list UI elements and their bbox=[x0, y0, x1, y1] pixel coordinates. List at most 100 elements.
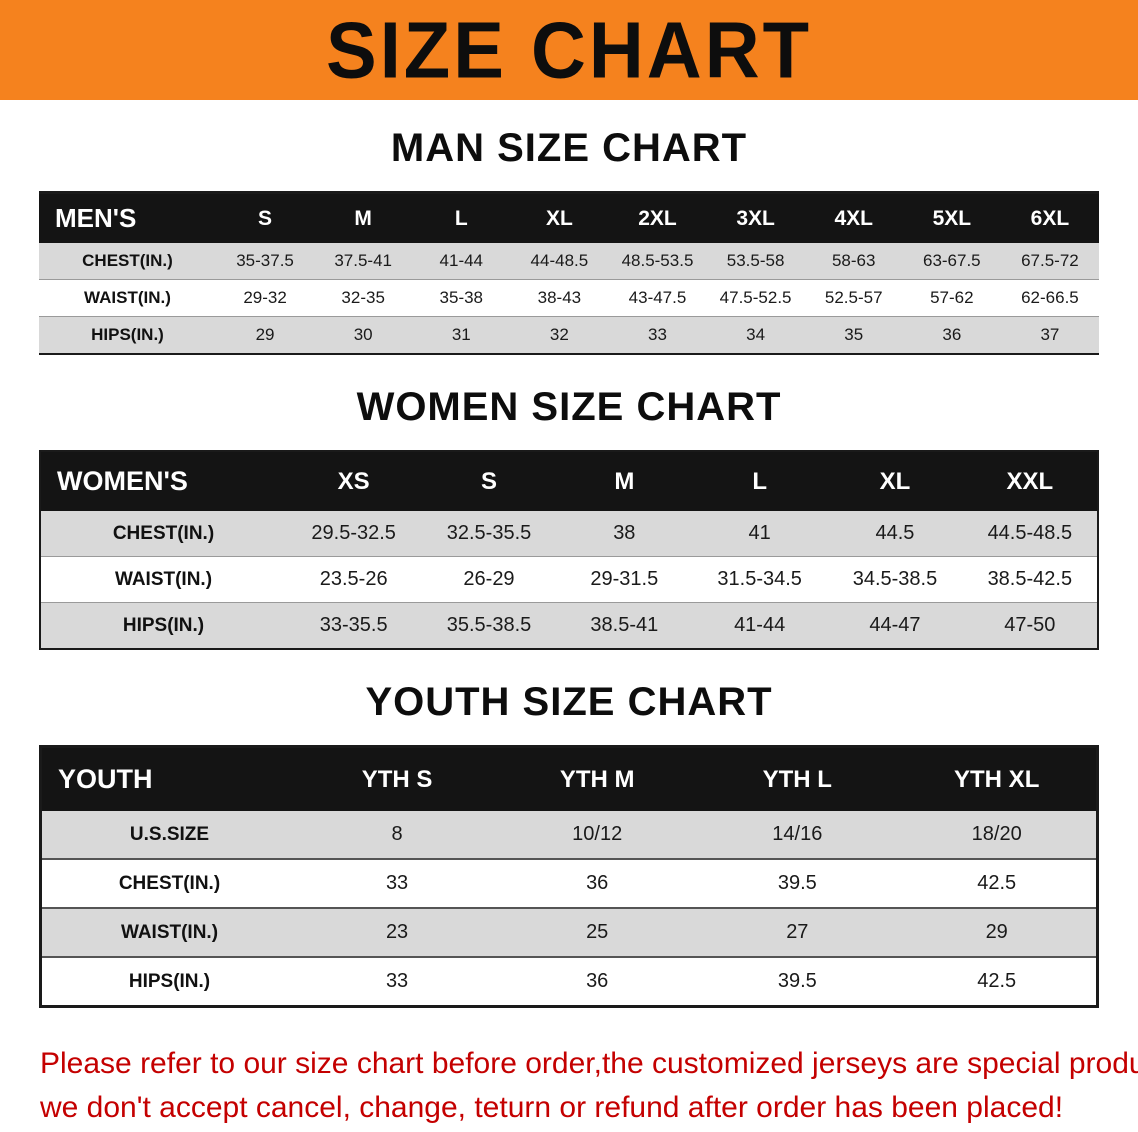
size-value-cell: 39.5 bbox=[777, 872, 817, 894]
size-column-header: YTH M bbox=[497, 746, 698, 811]
size-value-cell: 18/20 bbox=[971, 823, 1022, 845]
size-value-cell: 47-50 bbox=[1004, 614, 1056, 636]
size-value-cell: 36 bbox=[586, 970, 609, 992]
size-value-cell: 33 bbox=[648, 325, 667, 344]
header-row: WOMEN'S XS S M L XL XXL bbox=[40, 451, 1098, 511]
header-row: MEN'S S M L XL 2XL 3XL 4XL 5XL 6XL bbox=[39, 192, 1099, 243]
size-value-cell: 35-38 bbox=[439, 288, 484, 307]
size-value-cell: 31.5-34.5 bbox=[717, 568, 802, 590]
row-label: CHEST(IN.) bbox=[118, 872, 221, 894]
size-value-cell: 32-35 bbox=[341, 288, 385, 307]
size-column-header: S bbox=[216, 192, 315, 243]
size-value-cell: 25 bbox=[586, 921, 609, 943]
size-value-cell: 8 bbox=[391, 823, 403, 845]
size-value-cell: 23 bbox=[385, 921, 409, 943]
size-value-cell: 44-48.5 bbox=[530, 251, 589, 270]
size-value-cell: 37 bbox=[1040, 325, 1060, 344]
size-value-cell: 44.5-48.5 bbox=[987, 522, 1073, 544]
size-value-cell: 34.5-38.5 bbox=[852, 568, 938, 590]
row-label: U.S.SIZE bbox=[129, 823, 210, 845]
size-value-cell: 67.5-72 bbox=[1021, 251, 1079, 270]
row-label: HIPS(IN.) bbox=[91, 325, 164, 344]
size-value-cell: 47.5-52.5 bbox=[719, 288, 792, 307]
size-value-cell: 41 bbox=[748, 522, 771, 544]
size-value-cell: 30 bbox=[353, 325, 373, 344]
order-policy-note-line-2: we don't accept cancel, change, teturn o… bbox=[40, 1090, 1064, 1124]
size-value-cell: 41-44 bbox=[439, 251, 484, 270]
size-value-cell: 42.5 bbox=[977, 872, 1017, 894]
table-row: CHEST(IN.) 33 36 39.5 42.5 bbox=[40, 859, 1098, 908]
size-value-cell: 39.5 bbox=[777, 970, 817, 992]
size-value-cell: 31 bbox=[451, 325, 471, 344]
size-value-cell: 36 bbox=[586, 872, 609, 894]
size-value-cell: 37.5-41 bbox=[334, 251, 392, 270]
size-column-header: M bbox=[314, 192, 413, 243]
size-value-cell: 41-44 bbox=[734, 614, 786, 636]
size-column-header: L bbox=[412, 192, 511, 243]
table-row: WAIST(IN.) 23.5-26 26-29 29-31.5 31.5-34.5 34… bbox=[40, 556, 1098, 603]
size-value-cell: 42.5 bbox=[977, 970, 1017, 992]
size-value-cell: 29-32 bbox=[243, 288, 287, 307]
size-value-cell: 58-63 bbox=[831, 251, 876, 270]
size-value-cell: 10/12 bbox=[572, 823, 623, 845]
size-value-cell: 38-43 bbox=[537, 288, 582, 307]
table-row: WAIST(IN.) 23 25 27 29 bbox=[40, 908, 1098, 957]
size-value-cell: 23.5-26 bbox=[319, 568, 388, 590]
women-section-title: WOMEN SIZE CHART bbox=[356, 385, 782, 429]
size-value-cell: 53.5-58 bbox=[726, 251, 785, 270]
order-policy-note: Please refer to our size chart before or… bbox=[40, 1042, 1138, 1129]
womens-table-body: CHEST(IN.) 29.5-32.5 32.5-35.5 38 41 44.5 44.5… bbox=[40, 511, 1098, 649]
size-column-header: S bbox=[421, 451, 557, 511]
size-column-header: XS bbox=[286, 451, 422, 511]
size-value-cell: 27 bbox=[786, 921, 809, 943]
header-row: YOUTH YTH S YTH M YTH L YTH XL bbox=[40, 746, 1098, 811]
size-value-cell: 57-62 bbox=[930, 288, 974, 307]
size-value-cell: 33-35.5 bbox=[319, 614, 388, 636]
size-column-header: YTH L bbox=[697, 746, 898, 811]
row-label: CHEST(IN.) bbox=[82, 251, 173, 270]
size-column-header: 4XL bbox=[804, 192, 903, 243]
banner-title: SIZE CHART bbox=[326, 5, 812, 95]
size-value-cell: 36 bbox=[942, 325, 962, 344]
size-value-cell: 26-29 bbox=[463, 568, 515, 590]
size-value-cell: 35.5-38.5 bbox=[446, 614, 532, 636]
size-value-cell: 44.5 bbox=[875, 522, 915, 544]
size-column-header: L bbox=[691, 451, 828, 511]
order-policy-note-line-1: Please refer to our size chart before or… bbox=[40, 1047, 1138, 1080]
size-value-cell: 38.5-42.5 bbox=[987, 568, 1073, 590]
table-row: CHEST(IN.) 35-37.5 37.5-41 41-44 44-48.5 48.5… bbox=[39, 243, 1099, 280]
size-column-header: XL bbox=[827, 451, 963, 511]
row-label: HIPS(IN.) bbox=[128, 970, 211, 992]
size-column-header: YTH XL bbox=[897, 746, 1098, 811]
size-value-cell: 63-67.5 bbox=[922, 251, 981, 270]
size-column-header: M bbox=[556, 451, 692, 511]
size-value-cell: 48.5-53.5 bbox=[621, 251, 694, 270]
womens-table-header: WOMEN'S XS S M L XL XXL bbox=[40, 451, 1098, 511]
youth-section-title: YOUTH SIZE CHART bbox=[365, 680, 773, 724]
size-column-header: 2XL bbox=[608, 192, 707, 243]
men-section-title: MAN SIZE CHART bbox=[390, 126, 748, 170]
size-value-cell: 32.5-35.5 bbox=[446, 522, 532, 544]
size-column-header: 6XL bbox=[1000, 192, 1099, 243]
size-value-cell: 14/16 bbox=[772, 823, 823, 845]
size-value-cell: 52.5-57 bbox=[824, 288, 883, 307]
table-corner-label: YOUTH bbox=[40, 746, 297, 811]
mens-size-table: MEN'S S M L XL 2XL 3XL 4XL 5XL 6XL CHEST(IN.) 35-3… bbox=[39, 191, 1099, 355]
row-label: CHEST(IN.) bbox=[112, 522, 215, 544]
size-column-header: XXL bbox=[962, 451, 1098, 511]
size-value-cell: 35-37.5 bbox=[236, 251, 294, 270]
table-row: WAIST(IN.) 29-32 32-35 35-38 38-43 43-47.5 47.… bbox=[39, 279, 1099, 317]
size-value-cell: 34 bbox=[746, 325, 766, 344]
row-label: HIPS(IN.) bbox=[122, 614, 205, 636]
table-row: HIPS(IN.) 33 36 39.5 42.5 bbox=[40, 957, 1098, 1007]
size-value-cell: 35 bbox=[844, 325, 864, 344]
table-row: U.S.SIZE 8 10/12 14/16 18/20 bbox=[40, 811, 1098, 859]
size-column-header: 3XL bbox=[706, 192, 805, 243]
size-value-cell: 29.5-32.5 bbox=[311, 522, 396, 544]
size-column-header: YTH S bbox=[297, 746, 498, 811]
row-label: WAIST(IN.) bbox=[114, 568, 213, 590]
size-value-cell: 29 bbox=[255, 325, 275, 344]
size-value-cell: 43-47.5 bbox=[628, 288, 687, 307]
size-value-cell: 33 bbox=[385, 970, 409, 992]
